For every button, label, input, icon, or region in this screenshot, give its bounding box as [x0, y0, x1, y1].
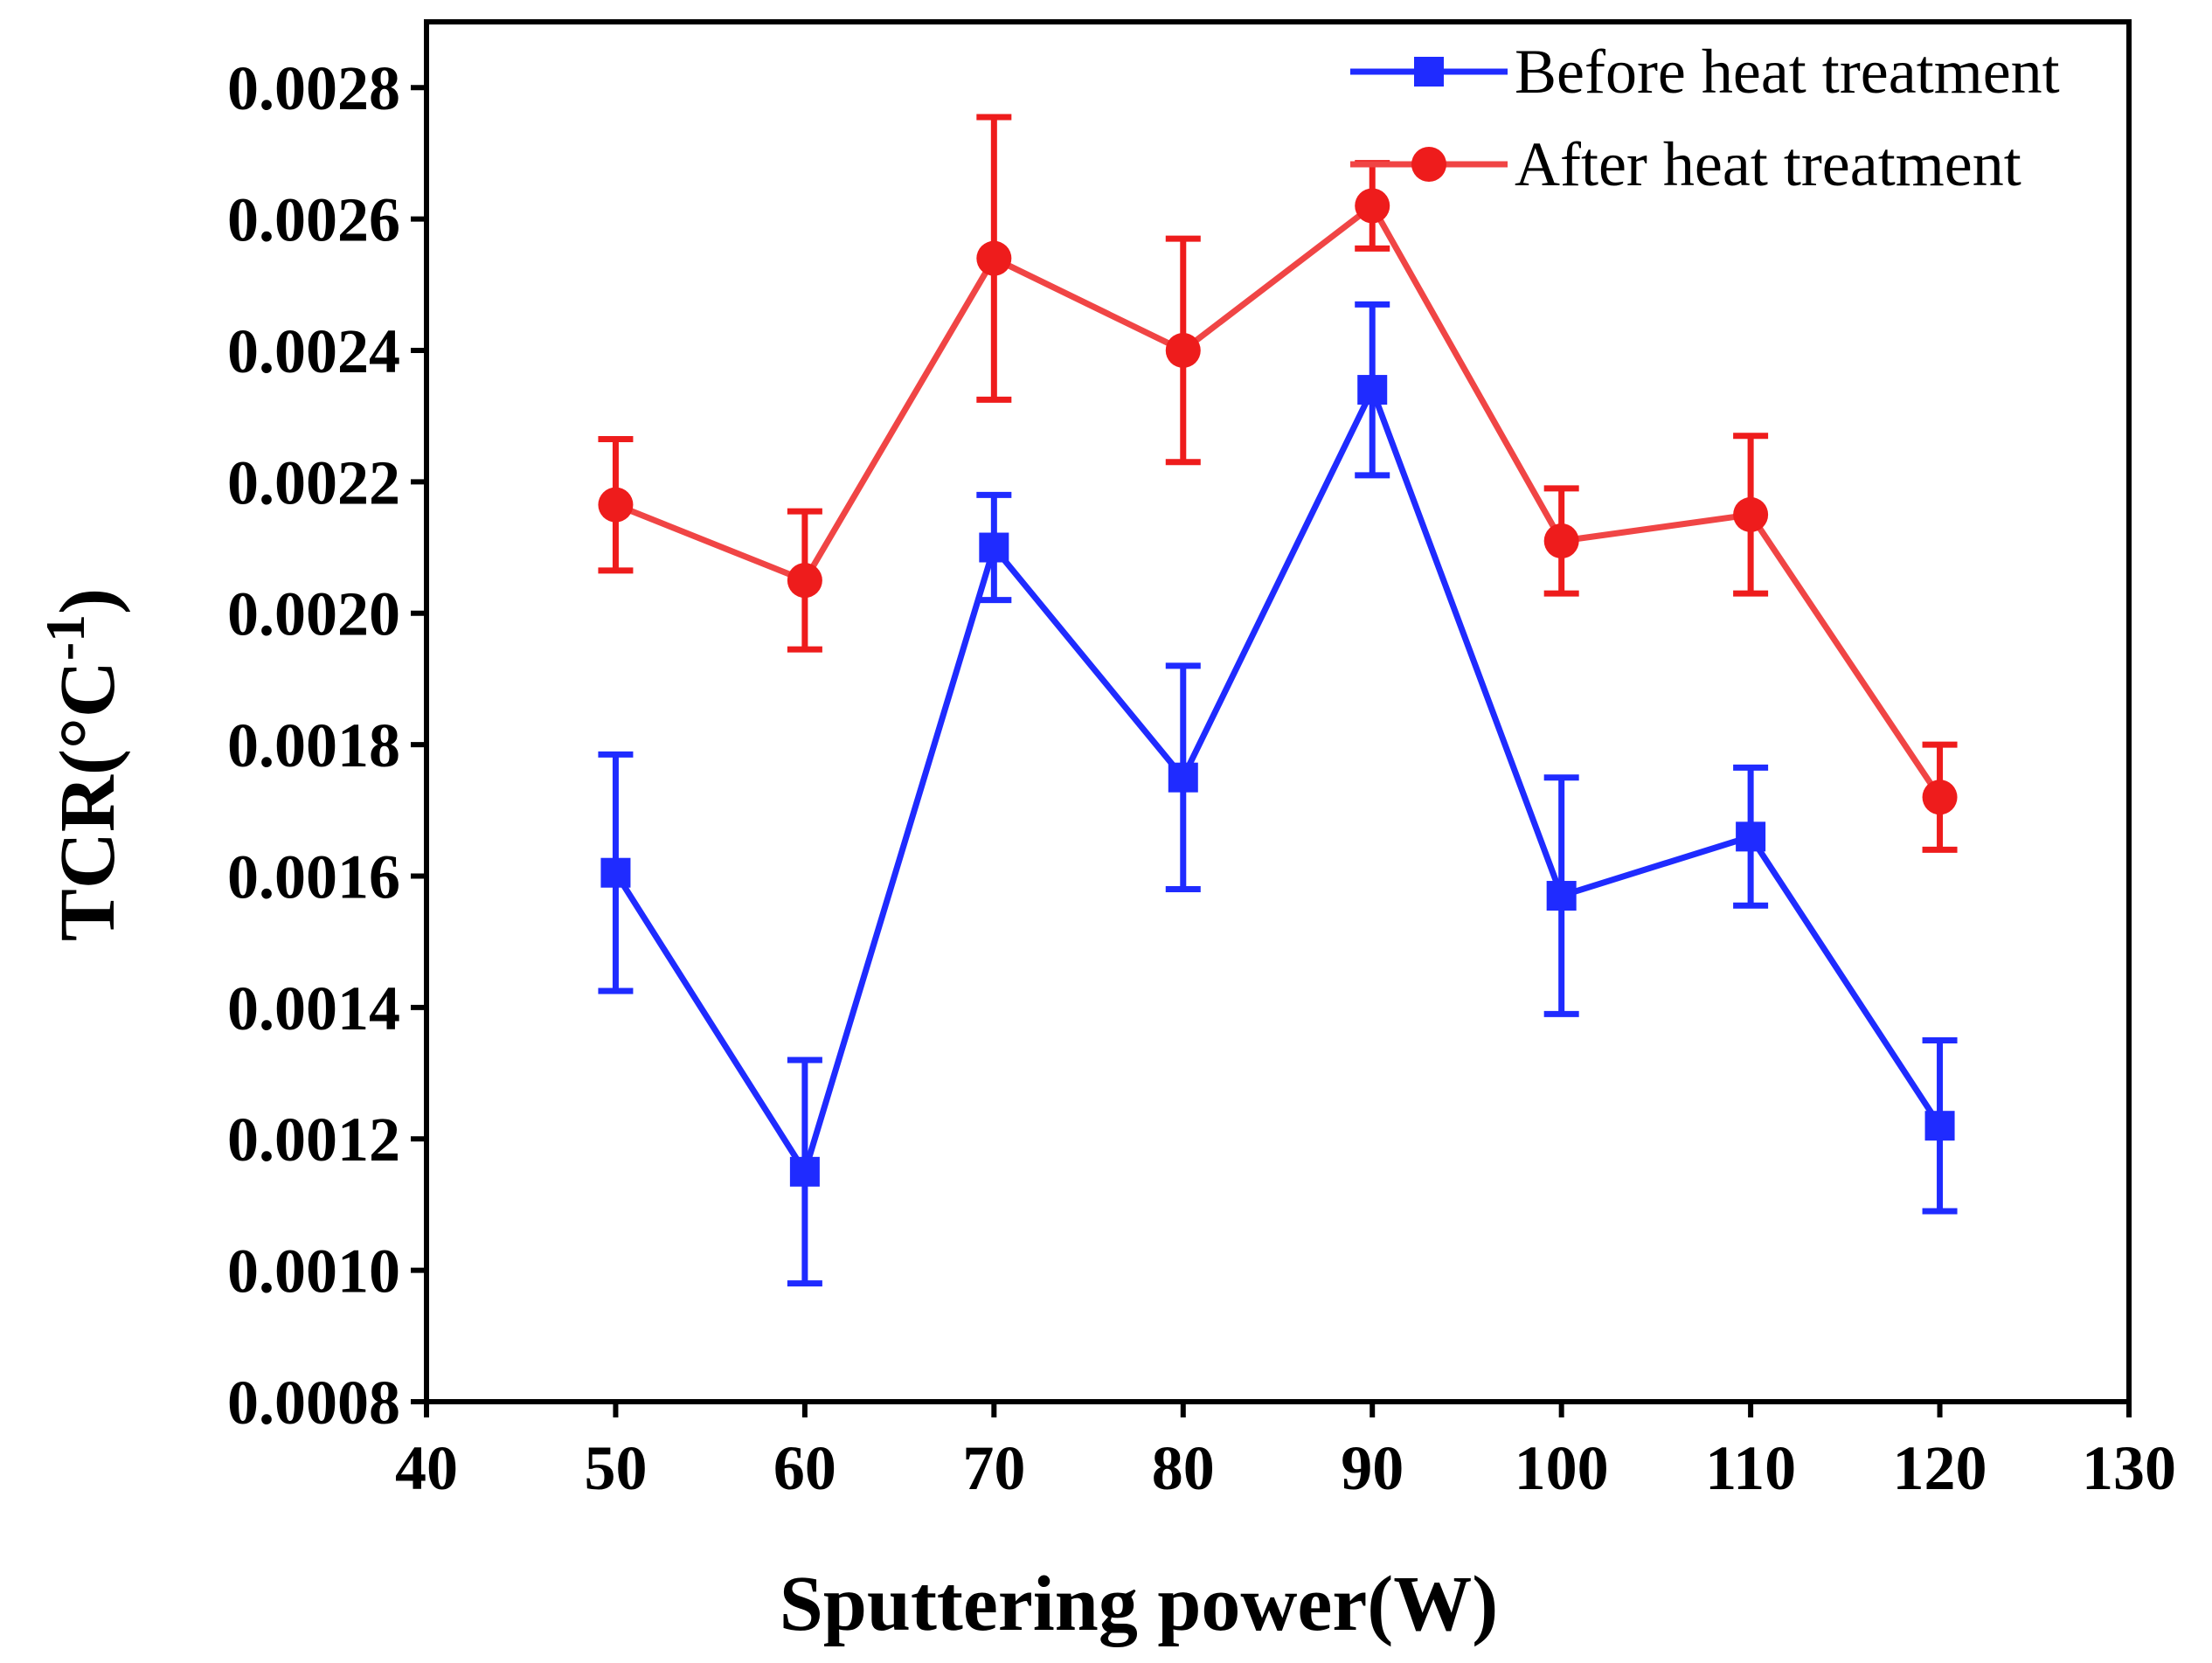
y-tick-label: 0.0016 — [227, 842, 400, 911]
x-tick-label: 60 — [773, 1433, 836, 1503]
legend: Before heat treatment After heat treatmen… — [1350, 37, 2060, 199]
series-line — [614, 203, 1943, 800]
series-line — [613, 386, 1943, 1175]
x-tick-label: 50 — [584, 1433, 647, 1503]
y-tick-label: 0.0018 — [227, 710, 400, 780]
data-point — [1543, 523, 1579, 559]
plot-area — [424, 19, 2132, 1404]
x-tick-label: 130 — [2082, 1433, 2176, 1503]
x-tick-label: 100 — [1515, 1433, 1609, 1503]
data-point — [976, 240, 1012, 276]
data-point — [1355, 188, 1390, 224]
legend-label: After heat treatment — [1515, 129, 2021, 199]
data-point — [1168, 762, 1198, 793]
y-tick-label: 0.0022 — [227, 447, 400, 517]
data-point — [598, 487, 634, 523]
data-point — [789, 1156, 820, 1187]
x-tick-label: 40 — [395, 1433, 458, 1503]
y-axis-title-close: ) — [45, 588, 131, 614]
data-point — [1736, 821, 1766, 852]
data-point — [600, 857, 631, 888]
y-tick-label: 0.0028 — [227, 53, 400, 123]
y-tick-label: 0.0012 — [227, 1105, 400, 1174]
x-axis-ticks: 40 50 60 70 80 90 100 110 120 130 — [395, 1402, 2176, 1503]
x-axis-title: Sputtering power(W) — [780, 1561, 1498, 1647]
data-point — [787, 563, 822, 599]
data-point — [1924, 1111, 1955, 1141]
y-tick-label: 0.0024 — [227, 316, 400, 386]
y-tick-label: 0.0008 — [227, 1368, 400, 1438]
y-axis-title-superscript: -1 — [34, 614, 96, 661]
y-tick-label: 0.0010 — [227, 1237, 400, 1306]
x-tick-label: 90 — [1341, 1433, 1404, 1503]
y-axis-ticks: 0.0008 0.0010 0.0012 0.0014 0.0016 0.0018 0.00… — [227, 53, 426, 1438]
series-layer — [598, 114, 1958, 1287]
y-axis-title-main: TCR(°C — [45, 661, 131, 941]
legend-marker — [1414, 57, 1444, 87]
legend-marker — [1411, 147, 1446, 182]
series-after — [598, 114, 1958, 853]
y-tick-label: 0.0014 — [227, 974, 400, 1043]
data-point — [1546, 881, 1577, 911]
x-tick-label: 70 — [962, 1433, 1025, 1503]
x-tick-label: 120 — [1893, 1433, 1987, 1503]
y-tick-label: 0.0026 — [227, 185, 400, 255]
x-tick-label: 110 — [1705, 1433, 1796, 1503]
data-point — [1733, 496, 1769, 532]
data-point — [1357, 375, 1388, 405]
series-before — [598, 301, 1958, 1287]
data-point — [1165, 332, 1201, 368]
data-point — [979, 532, 1009, 563]
plot-frame — [424, 19, 2132, 1404]
y-axis-title: TCR(°C-1) — [34, 588, 131, 941]
legend-label: Before heat treatment — [1515, 37, 2060, 107]
y-tick-label: 0.0020 — [227, 579, 400, 649]
data-point — [1922, 780, 1958, 815]
x-tick-label: 80 — [1152, 1433, 1215, 1503]
